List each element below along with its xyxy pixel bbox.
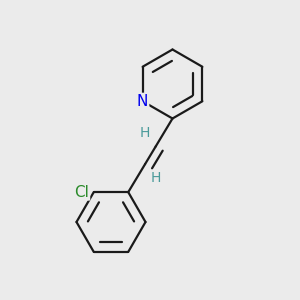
Text: H: H — [140, 126, 150, 140]
Text: Cl: Cl — [74, 184, 89, 200]
Text: N: N — [137, 94, 148, 109]
Text: H: H — [151, 171, 161, 185]
